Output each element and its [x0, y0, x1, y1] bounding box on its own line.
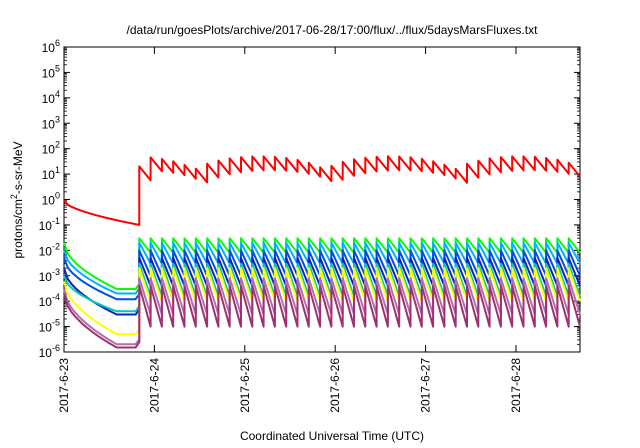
x-tick-label: 2017-6-26 [328, 358, 342, 413]
y-tick-label: 10-3 [39, 267, 60, 284]
y-tick-label: 102 [42, 140, 60, 157]
y-tick-label: 106 [42, 38, 60, 55]
chart-title: /data/run/goesPlots/archive/2017-06-28/1… [127, 23, 539, 37]
y-tick-label: 10-2 [39, 241, 60, 258]
y-axis-ticks: 10-6 10-5 10-4 10-3 10-2 10-1 100 101 102 103 104 1… [39, 38, 580, 360]
y-axis-label: protons/cm2-s-sr-MeV [9, 141, 25, 258]
x-axis-label: Coordinated Universal Time (UTC) [240, 429, 424, 443]
x-tick-label: 2017-6-27 [419, 358, 433, 413]
y-axis-label-rest: -s-sr-MeV [11, 141, 25, 194]
y-tick-label: 10-6 [39, 343, 60, 360]
y-axis-label-main: protons/cm [11, 199, 25, 258]
series-line-6 [63, 267, 581, 336]
y-tick-label: 104 [42, 89, 60, 106]
series-line-8 [63, 284, 581, 349]
y-tick-label: 101 [42, 165, 60, 182]
x-tick-label: 2017-6-23 [57, 358, 71, 413]
x-tick-label: 2017-6-24 [147, 358, 161, 413]
plot-frame [63, 46, 581, 353]
series-line-7 [63, 277, 581, 346]
y-tick-label: 10-5 [39, 318, 60, 335]
series-line-0 [63, 155, 581, 226]
y-tick-label: 103 [42, 114, 60, 131]
y-tick-label: 100 [42, 191, 60, 208]
x-tick-label: 2017-6-25 [238, 358, 252, 413]
y-axis-label-sup: 2 [9, 194, 19, 199]
x-axis-ticks: 2017-6-23 2017-6-24 2017-6-25 2017-6-26 2017… [57, 47, 523, 413]
y-tick-label: 10-4 [39, 292, 60, 309]
x-tick-label: 2017-6-28 [509, 358, 523, 413]
y-tick-label: 10-1 [39, 216, 60, 233]
series-group [63, 155, 581, 349]
y-tick-label: 105 [42, 63, 60, 80]
